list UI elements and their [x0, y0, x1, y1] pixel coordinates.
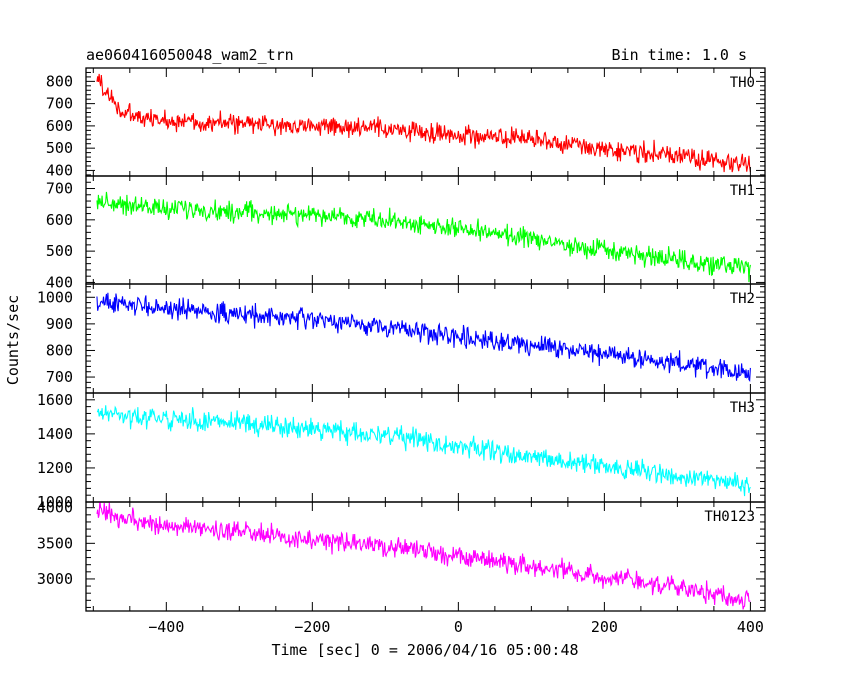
- y-tick-label-th0: 800: [46, 72, 73, 90]
- y-tick-label-th0: 400: [46, 161, 73, 179]
- y-tick-label-th3: 1400: [37, 425, 73, 443]
- series-th0: [96, 73, 751, 173]
- panel-label-th3: TH3: [730, 400, 755, 416]
- panel-frame-th0123: [85, 501, 766, 612]
- x-tick-label: −200: [294, 618, 330, 636]
- x-tick-label: −400: [148, 618, 184, 636]
- y-tick-label-th1: 600: [46, 211, 73, 229]
- series-th1: [96, 191, 751, 283]
- y-tick-label-th0123: 3500: [37, 534, 73, 552]
- y-tick-label-th0: 700: [46, 95, 73, 113]
- y-tick-label-th2: 900: [46, 315, 73, 333]
- y-tick-label-th2: 800: [46, 341, 73, 359]
- series-th2: [96, 292, 751, 383]
- panel-label-th1: TH1: [730, 183, 755, 199]
- y-tick-label-th0: 600: [46, 117, 73, 135]
- panel-label-th0123: TH0123: [704, 509, 755, 525]
- y-axis-title: Counts/sec: [4, 295, 22, 385]
- panels-group: 400 500 600 700 800 TH0 400 500 600 700 TH1 700 800 9…: [37, 67, 766, 636]
- panel-label-th0: TH0: [730, 75, 755, 91]
- y-tick-label-th2: 1000: [37, 288, 73, 306]
- panel-th0: 400 500 600 700 800 TH0: [46, 67, 766, 179]
- x-axis-title: Time [sec] 0 = 2006/04/16 05:00:48: [271, 641, 578, 659]
- panel-label-th2: TH2: [730, 291, 755, 307]
- chart-title: ae060416050048_wam2_trn: [86, 46, 294, 64]
- panel-th1: 400 500 600 700 TH1: [46, 175, 766, 291]
- panel-frame-th3: [85, 392, 766, 503]
- y-tick-label-th0: 500: [46, 139, 73, 157]
- y-tick-label-th0123: 4000: [37, 499, 73, 517]
- y-tick-label-th1: 700: [46, 180, 73, 198]
- panel-th3: 1000 1200 1400 1600 TH3: [37, 391, 766, 511]
- y-tick-label-th1: 400: [46, 273, 73, 291]
- x-tick-label: 400: [737, 618, 764, 636]
- y-tick-label-th2: 700: [46, 368, 73, 386]
- series-th3: [96, 405, 751, 497]
- y-tick-label-th1: 500: [46, 242, 73, 260]
- y-tick-label-th0123: 3000: [37, 570, 73, 588]
- panel-th2: 700 800 900 1000 TH2: [37, 283, 766, 394]
- panel-frame-th1: [85, 175, 766, 285]
- x-tick-label: 200: [591, 618, 618, 636]
- panel-frame-th0: [85, 67, 766, 177]
- bin-time-label: Bin time: 1.0 s: [612, 46, 747, 64]
- x-tick-label: 0: [454, 618, 463, 636]
- panel-th0123: 3000 3500 4000 TH0123: [37, 499, 766, 612]
- y-tick-label-th3: 1200: [37, 459, 73, 477]
- series-th0123: [96, 502, 751, 610]
- y-tick-label-th3: 1000: [37, 493, 73, 511]
- y-tick-label-th3: 1600: [37, 391, 73, 409]
